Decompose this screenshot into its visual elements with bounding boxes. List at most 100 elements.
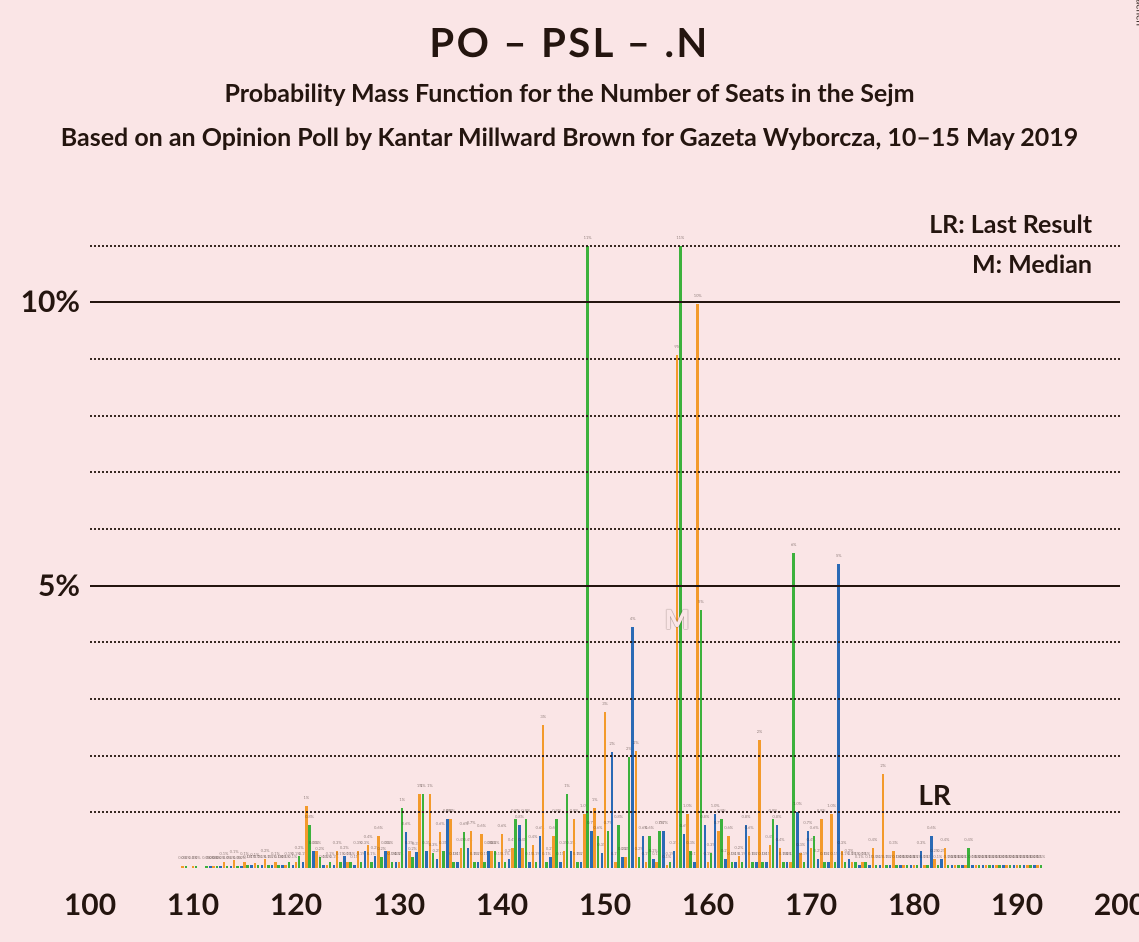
chart-title: PO – PSL – .N [0,18,1139,66]
bar [349,862,352,868]
bar [246,865,249,868]
median-marker: M [665,603,690,635]
bar-value-label: 6% [791,542,797,547]
bar [782,862,785,868]
bar-value-label: 0.2% [315,846,324,851]
bar [902,865,905,868]
bar [432,853,435,868]
bar [978,865,981,868]
bar-value-label: 1% [564,783,570,788]
bar [957,865,960,868]
bar [895,865,898,868]
bar [947,865,950,868]
bar [1002,865,1005,868]
bar [552,836,555,868]
bar-value-label: 0.1% [933,854,942,859]
bar [374,856,377,868]
gridline-minor [90,755,1120,757]
bar [504,862,507,868]
bar-value-label: 0.3% [796,842,805,847]
gridline-minor [90,358,1120,360]
bar-value-label: 0.3% [312,840,321,845]
bar-value-label: 5% [836,553,842,558]
bar-value-label: 0.6% [374,825,383,830]
bar [391,862,394,868]
bar-value-label: 0.1% [230,849,239,854]
x-axis-label: 180 [888,886,940,922]
bar-value-label: 0.6% [745,825,754,830]
bar [1040,865,1043,868]
bar [288,862,291,868]
bar [576,862,579,868]
bar [514,819,517,868]
bar [370,862,373,868]
bar-value-label: 0.1% [1036,854,1045,859]
bar [473,862,476,868]
bar-value-label: 5% [698,599,704,604]
bar [521,848,524,868]
bar [1019,865,1022,868]
plot-region: 0.0%0.0%0.0%0.0%0.0%0.0%0.0%0.0%0.0%0.1%… [90,188,1120,868]
bar [586,246,589,868]
bar [401,808,404,868]
bar [236,866,239,868]
bar [346,862,349,868]
bar [889,865,892,868]
bar [789,862,792,868]
bar [295,862,298,868]
bar [879,865,882,868]
bar [992,865,995,868]
bar [820,819,823,868]
bar-value-label: 0.7% [659,820,668,825]
bar [195,866,198,868]
bar-value-label: 1.0% [827,803,836,808]
bar-value-label: 0.3% [384,840,393,845]
bar-value-label: 0.8% [614,814,623,819]
bar [257,865,260,868]
bar-value-label: 0.2% [377,846,386,851]
bar-value-label: 0.8% [742,814,751,819]
bar-value-label: 0.0% [192,855,201,860]
bar [436,859,439,868]
bar-value-label: 0.2% [295,845,304,850]
bar [830,814,833,868]
bar [442,851,445,868]
bar [559,862,562,868]
bar [624,857,627,868]
bar-value-label: 11% [584,235,592,240]
bar [398,862,401,868]
bar [669,862,672,868]
bar [645,862,648,868]
bar [573,819,576,868]
gridline-minor [90,415,1120,417]
bar [792,553,795,868]
bar [271,865,274,868]
bar [810,848,813,868]
bar-value-label: 0.3% [837,840,846,845]
bar-value-label: 0.6% [402,821,411,826]
bar [384,851,387,868]
bar [700,610,703,868]
bar [1023,865,1026,868]
bar-value-label: 0.1% [542,851,551,856]
bar [851,862,854,868]
bar [848,859,851,868]
bar-value-label: 1% [399,797,405,802]
bar [738,856,741,868]
bar [580,862,583,868]
bar [885,865,888,868]
x-axis-label: 160 [682,886,734,922]
bar [181,866,184,868]
bar [658,831,661,868]
bar [277,865,280,868]
bar [988,865,991,868]
bar [535,862,538,868]
bar [707,862,710,868]
bar [597,836,600,868]
bar [532,845,535,868]
bar-value-label: 1% [427,783,433,788]
bar [710,853,713,868]
bar [679,246,682,868]
x-axis-label: 140 [476,886,528,922]
bar-value-label: 0.2% [408,846,417,851]
